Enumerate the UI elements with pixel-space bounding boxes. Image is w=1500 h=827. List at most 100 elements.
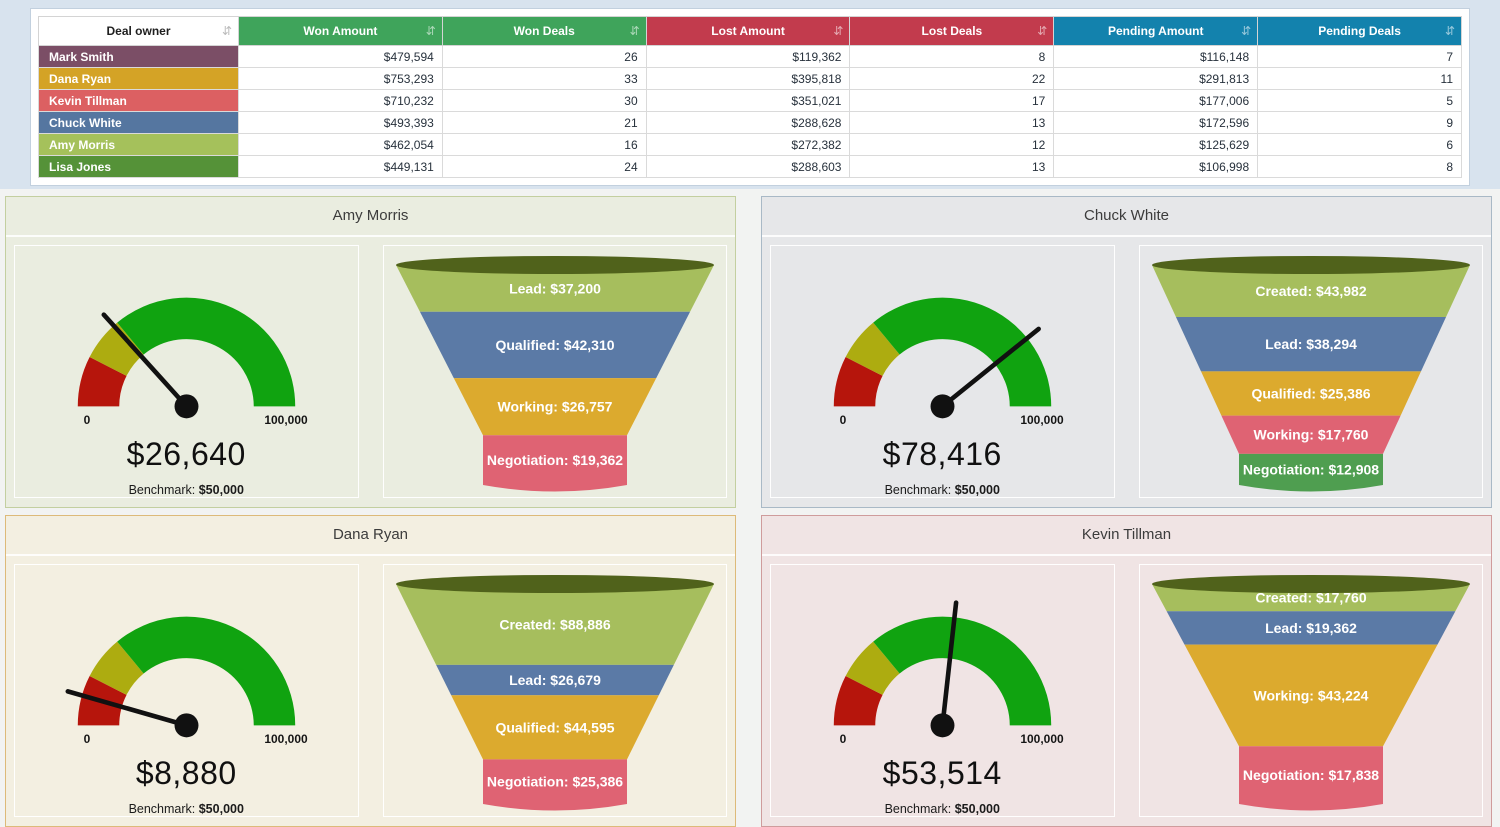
benchmark-value: $50,000 (954, 802, 1000, 816)
gauge-hub (930, 713, 955, 738)
sort-icon[interactable]: ⇵ (1037, 24, 1048, 38)
benchmark-label: Benchmark: (884, 483, 955, 497)
funnel-segment-label: Qualified: $25,386 (1251, 385, 1370, 401)
cell-deal-owner: Kevin Tillman (38, 89, 239, 112)
column-header-won-amount[interactable]: Won Amount ⇵ (238, 16, 443, 46)
cell-won-amount: $710,232 (238, 89, 443, 112)
funnel-segment-negotiation (482, 759, 627, 811)
funnel-segment-qualified (1200, 371, 1421, 416)
column-label: Pending Amount (1107, 24, 1204, 38)
funnel-top-rim (1151, 256, 1470, 274)
column-label: Pending Deals (1318, 24, 1401, 38)
sort-icon[interactable]: ⇵ (1241, 24, 1252, 38)
sort-icon[interactable]: ⇵ (629, 24, 640, 38)
panel-title: Kevin Tillman (762, 516, 1491, 556)
panel-amy-morris: Amy Morris 0 100,000 $26,640 Benchmark: $50,… (5, 196, 736, 508)
funnel-segment-label: Created: $17,760 (1255, 590, 1367, 606)
column-label: Lost Deals (921, 24, 983, 38)
deals-table: Deal owner ⇵ Won Amount ⇵ Won Deals ⇵ Lost Amo… (38, 16, 1462, 178)
gauge-min-label: 0 (83, 732, 90, 746)
gauge-min-label: 0 (83, 413, 90, 427)
sales-dashboard: Deal owner ⇵ Won Amount ⇵ Won Deals ⇵ Lost Amo… (0, 8, 1500, 827)
gauge-needle (939, 600, 959, 728)
cell-lost-deals: 17 (849, 89, 1055, 112)
gauge-card-kevin-tillman: 0 100,000 $53,514 Benchmark: $50,000 (770, 564, 1115, 817)
gauge-band-green (872, 616, 1051, 726)
cell-lost-amount: $272,382 (645, 133, 851, 156)
funnel-segment-lead (395, 265, 714, 312)
column-header-lost-amount[interactable]: Lost Amount ⇵ (645, 16, 851, 46)
gauge-band-green (116, 297, 295, 407)
funnel-segment-label: Lead: $19,362 (1265, 620, 1357, 636)
cell-lost-amount: $288,628 (645, 111, 851, 134)
gauge-chart-chuck-white: 0 100,000 (833, 297, 1064, 427)
gauge-needle (939, 326, 1041, 409)
gauge-chart-dana-ryan: 0 100,000 (65, 616, 308, 746)
gauge-band-olive (89, 322, 144, 376)
gauge-card-amy-morris: 0 100,000 $26,640 Benchmark: $50,000 (14, 245, 359, 498)
gauge-hub (174, 394, 199, 419)
cell-won-deals: 16 (441, 133, 647, 156)
panel-body: 0 100,000 $53,514 Benchmark: $50,000 Created… (762, 556, 1491, 826)
funnel-chart-amy-morris: Lead: $37,200 Qualified: $42,310 Working: … (395, 256, 714, 492)
gauge-benchmark: Benchmark: $50,000 (129, 483, 244, 497)
gauge-card-chuck-white: 0 100,000 $78,416 Benchmark: $50,000 (770, 245, 1115, 498)
sort-icon[interactable]: ⇵ (221, 24, 232, 38)
cell-pending-deals: 8 (1257, 155, 1462, 178)
funnel-segment-negotiation (482, 435, 627, 492)
table-row-chuck-white: Chuck White $493,393 21 $288,628 13 $172,596 9 (38, 111, 1462, 134)
funnel-segment-label: Negotiation: $25,386 (487, 774, 623, 790)
cell-lost-amount: $119,362 (645, 45, 851, 68)
benchmark-label: Benchmark: (128, 483, 199, 497)
funnel-top-rim (395, 256, 714, 274)
gauge-benchmark: Benchmark: $50,000 (885, 802, 1000, 816)
cell-won-deals: 26 (441, 45, 647, 68)
sort-icon[interactable]: ⇵ (1444, 24, 1455, 38)
gauge-band-olive (845, 641, 900, 695)
gauge-benchmark: Benchmark: $50,000 (129, 802, 244, 816)
cell-pending-deals: 6 (1257, 133, 1462, 156)
cell-won-amount: $479,594 (238, 45, 443, 68)
cell-deal-owner: Mark Smith (38, 45, 239, 68)
gauge-band-green (116, 616, 295, 726)
panel-kevin-tillman: Kevin Tillman 0 100,000 $53,514 Benchmark: $… (761, 515, 1492, 827)
funnel-segment-created (1151, 265, 1470, 318)
sort-icon[interactable]: ⇵ (833, 24, 844, 38)
funnel-segment-working (1221, 415, 1401, 454)
cell-lost-amount: $395,818 (645, 67, 851, 90)
gauge-value: $8,880 (135, 755, 237, 791)
gauge-band-red (833, 676, 883, 726)
cell-deal-owner: Amy Morris (38, 133, 239, 156)
gauge-min-label: 0 (839, 413, 846, 427)
cell-deal-owner: Lisa Jones (38, 155, 239, 178)
funnel-card-amy-morris: Lead: $37,200 Qualified: $42,310 Working: … (382, 245, 727, 498)
cell-deal-owner: Chuck White (38, 111, 239, 134)
gauge-chart-kevin-tillman: 0 100,000 (833, 600, 1064, 746)
column-header-pending-deals[interactable]: Pending Deals ⇵ (1257, 16, 1462, 46)
funnel-segment-label: Working: $43,224 (1253, 687, 1368, 703)
cell-won-amount: $462,054 (238, 133, 443, 156)
sort-icon[interactable]: ⇵ (425, 24, 436, 38)
cell-pending-amount: $291,813 (1053, 67, 1259, 90)
panel-body: 0 100,000 $8,880 Benchmark: $50,000 Created:… (6, 556, 735, 826)
funnel-segment-label: Working: $17,760 (1253, 427, 1368, 443)
gauge-chart-amy-morris: 0 100,000 (77, 297, 308, 427)
funnel-segment-label: Created: $88,886 (499, 616, 611, 632)
column-header-lost-deals[interactable]: Lost Deals ⇵ (849, 16, 1055, 46)
column-header-deal-owner[interactable]: Deal owner ⇵ (38, 16, 239, 46)
table-row-kevin-tillman: Kevin Tillman $710,232 30 $351,021 17 $177,00… (38, 89, 1462, 112)
column-header-won-deals[interactable]: Won Deals ⇵ (441, 16, 647, 46)
funnel-segment-negotiation (1238, 453, 1383, 492)
funnel-segment-negotiation (1238, 746, 1383, 811)
funnel-segment-label: Negotiation: $19,362 (487, 452, 623, 468)
cell-lost-amount: $288,603 (645, 155, 851, 178)
column-header-pending-amount[interactable]: Pending Amount ⇵ (1053, 16, 1259, 46)
cell-won-deals: 21 (441, 111, 647, 134)
funnel-segment-label: Qualified: $44,595 (495, 719, 614, 735)
panel-title: Amy Morris (6, 197, 735, 237)
gauge-band-green (872, 297, 1051, 407)
cell-pending-deals: 11 (1257, 67, 1462, 90)
funnel-segment-lead (1175, 317, 1446, 372)
table-row-mark-smith: Mark Smith $479,594 26 $119,362 8 $116,148 7 (38, 45, 1462, 68)
cell-deal-owner: Dana Ryan (38, 67, 239, 90)
